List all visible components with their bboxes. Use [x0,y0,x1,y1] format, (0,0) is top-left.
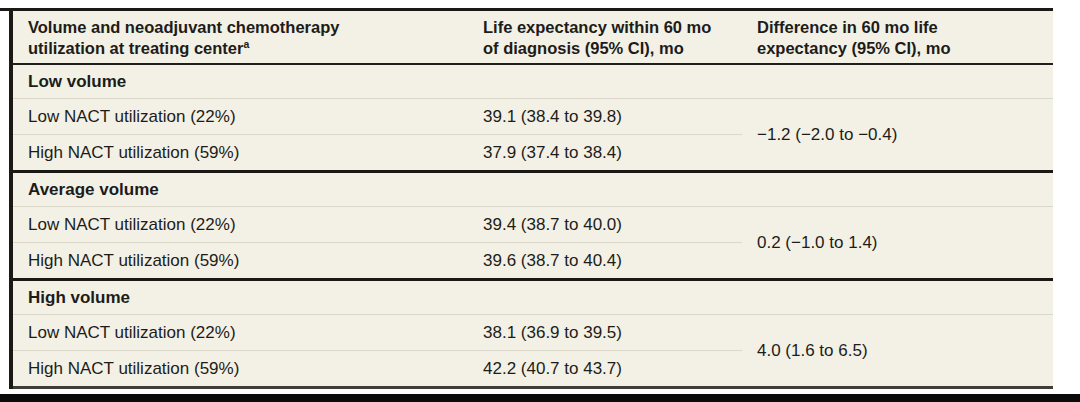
section-high-volume: High volume Low NACT utilization (22%) 3… [13,280,1053,388]
footnote-marker: a [243,38,249,50]
table-header: Volume and neoadjuvant chemotherapy util… [13,11,1053,64]
life-expectancy-value: 37.9 (37.4 to 38.4) [468,135,742,172]
life-expectancy-value: 39.4 (38.7 to 40.0) [468,207,742,243]
row-label: Low NACT utilization (22%) [13,207,468,243]
life-expectancy-value: 42.2 (40.7 to 43.7) [468,351,742,388]
section-label: Average volume [13,172,1053,207]
section-low-volume: Low volume Low NACT utilization (22%) 39… [13,64,1053,172]
column-header-line: Difference in 60 mo life [757,17,1045,38]
section-average-volume: Average volume Low NACT utilization (22%… [13,172,1053,280]
table-row: Low NACT utilization (22%) 38.1 (36.9 to… [13,315,1053,351]
table-frame: Volume and neoadjuvant chemotherapy util… [9,11,1053,389]
life-expectancy-value: 39.1 (38.4 to 39.8) [468,99,742,135]
column-header-volume-nact: Volume and neoadjuvant chemotherapy util… [13,11,468,64]
column-header-line: utilization at treating centera [28,38,460,59]
column-header-line: Life expectancy within 60 mo [483,17,734,38]
row-label: Low NACT utilization (22%) [13,315,468,351]
column-header-difference: Difference in 60 mo life expectancy (95%… [742,11,1053,64]
difference-value: 0.2 (−1.0 to 1.4) [742,207,1053,280]
table-row: Low NACT utilization (22%) 39.1 (38.4 to… [13,99,1053,135]
section-header-row: Average volume [13,172,1053,207]
column-header-line: expectancy (95% CI), mo [757,38,1045,59]
row-label: High NACT utilization (59%) [13,243,468,280]
row-label: High NACT utilization (59%) [13,135,468,172]
column-header-line: Volume and neoadjuvant chemotherapy [28,17,460,38]
difference-value: 4.0 (1.6 to 6.5) [742,315,1053,388]
section-label: Low volume [13,64,1053,99]
figure-bottom-band [0,394,1080,402]
table-row: Low NACT utilization (22%) 39.4 (38.7 to… [13,207,1053,243]
header-row: Volume and neoadjuvant chemotherapy util… [13,11,1053,64]
difference-value: −1.2 (−2.0 to −0.4) [742,99,1053,172]
section-header-row: Low volume [13,64,1053,99]
table-figure: Volume and neoadjuvant chemotherapy util… [0,0,1080,402]
row-label: High NACT utilization (59%) [13,351,468,388]
section-header-row: High volume [13,280,1053,315]
life-expectancy-table: Volume and neoadjuvant chemotherapy util… [13,11,1053,389]
column-header-line: of diagnosis (95% CI), mo [483,38,734,59]
life-expectancy-value: 39.6 (38.7 to 40.4) [468,243,742,280]
section-label: High volume [13,280,1053,315]
column-header-life-expectancy: Life expectancy within 60 mo of diagnosi… [468,11,742,64]
row-label: Low NACT utilization (22%) [13,99,468,135]
life-expectancy-value: 38.1 (36.9 to 39.5) [468,315,742,351]
